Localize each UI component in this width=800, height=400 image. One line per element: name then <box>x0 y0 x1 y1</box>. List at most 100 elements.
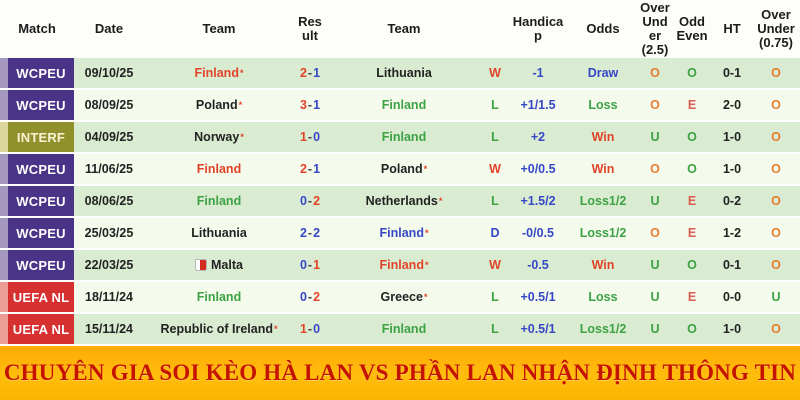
win-loss-indicator: L <box>491 194 499 208</box>
half-time-score: 1-2 <box>722 226 742 240</box>
competition-badge-label: WCPEU <box>0 250 74 280</box>
table-row: WCPEU 11/06/25 Finland 2-1 Poland * W +0/0.5 Win… <box>0 154 800 186</box>
handicap-value: +0.5/1 <box>520 322 556 336</box>
competition-badge: UEFA NL <box>0 314 74 344</box>
home-team-asterisk: * <box>240 131 244 142</box>
home-team-cell: Poland * <box>144 90 294 120</box>
odds-outcome: Win <box>591 130 615 144</box>
result-score: 2-1 <box>294 58 326 88</box>
team-name: Finland <box>381 98 427 112</box>
handicap-value: -1 <box>532 66 544 80</box>
home-team-cell: Malta <box>144 250 294 280</box>
score-dash: - <box>307 162 313 176</box>
home-team-asterisk: * <box>239 67 244 78</box>
odd-even: O <box>687 162 697 176</box>
handicap-value: +1.5/2 <box>520 194 556 208</box>
competition-badge: WCPEU <box>0 58 74 88</box>
team-name: Finland <box>196 162 242 176</box>
table-header-row: Match Date Team Result Team Handicap Odds Over … <box>0 0 800 58</box>
competition-badge: WCPEU <box>0 90 74 120</box>
team-name: Finland <box>379 226 424 240</box>
team-name: Finland <box>381 130 427 144</box>
away-team-cell: Greece * <box>326 282 482 312</box>
table-row: WCPEU 08/06/25 Finland 0-2 Netherlands * L +1.5… <box>0 186 800 218</box>
score-dash: - <box>307 130 313 144</box>
competition-badge-label: WCPEU <box>0 58 74 88</box>
match-date: 04/09/25 <box>84 130 134 144</box>
half-time-score: 0-0 <box>722 290 742 304</box>
odd-even: E <box>687 290 697 304</box>
odds-outcome: Win <box>591 258 615 272</box>
score-dash: - <box>307 66 313 80</box>
score-dash: - <box>307 98 313 112</box>
home-team-cell: Republic of Ireland * <box>144 314 294 344</box>
score-dash: - <box>307 258 313 272</box>
away-team-cell: Finland <box>326 90 482 120</box>
score-dash: - <box>307 290 313 304</box>
competition-badge: INTERF <box>0 122 74 152</box>
home-team-cell: Norway * <box>144 122 294 152</box>
team-name: Finland <box>194 66 239 80</box>
over-under-075: O <box>771 226 781 240</box>
team-name: Lithuania <box>376 66 432 80</box>
win-loss-indicator: W <box>489 66 501 80</box>
column-header-ht: HT <box>723 20 741 36</box>
result-score: 3-1 <box>294 90 326 120</box>
team-name: Republic of Ireland <box>160 322 273 336</box>
score-right: 2 <box>313 226 321 240</box>
team-name: Finland <box>196 194 242 208</box>
over-under-25: O <box>650 98 660 112</box>
handicap-value: +0/0.5 <box>520 162 556 176</box>
match-date: 25/03/25 <box>84 226 134 240</box>
score-right: 1 <box>313 258 321 272</box>
odds-outcome: Loss <box>588 98 618 112</box>
over-under-25: O <box>650 162 660 176</box>
match-date: 18/11/24 <box>85 290 133 304</box>
column-header-team2: Team <box>387 20 421 36</box>
table-row: WCPEU 22/03/25 Malta 0-1 Finland * W -0.5 Win U O 0… <box>0 250 800 282</box>
over-under-25: U <box>650 258 660 272</box>
odds-outcome: Win <box>591 162 615 176</box>
odds-outcome: Loss1/2 <box>579 226 627 240</box>
score-left: 3 <box>299 98 307 112</box>
match-date: 08/06/25 <box>84 194 134 208</box>
column-header-oe: Odd Even <box>676 13 708 43</box>
competition-badge: UEFA NL <box>0 282 74 312</box>
malta-flag-icon <box>195 259 208 271</box>
score-left: 2 <box>299 226 307 240</box>
column-header-handicap: Handicap <box>512 13 564 43</box>
promo-banner[interactable]: CHUYÊN GIA SOI KÈO HÀ LAN VS PHẦN LAN NH… <box>0 346 800 400</box>
score-left: 2 <box>299 162 307 176</box>
score-left: 0 <box>299 194 307 208</box>
win-loss-indicator: D <box>490 226 500 240</box>
over-under-25: O <box>650 226 660 240</box>
competition-badge-label: WCPEU <box>0 186 74 216</box>
result-score: 0-2 <box>294 186 326 216</box>
team-name: Malta <box>211 258 243 272</box>
table-row: INTERF 04/09/25 Norway * 1-0 Finland L +2 Win U O 1… <box>0 122 800 154</box>
win-loss-indicator: L <box>491 130 499 144</box>
table-row: WCPEU 25/03/25 Lithuania 2-2 Finland * D -0/0.5… <box>0 218 800 250</box>
win-loss-indicator: W <box>489 258 501 272</box>
team-name: Finland <box>381 322 427 336</box>
score-right: 2 <box>313 194 321 208</box>
match-date: 22/03/25 <box>84 258 134 272</box>
home-team-asterisk: * <box>423 291 428 302</box>
column-header-match: Match <box>18 20 56 36</box>
table-row: UEFA NL 18/11/24 Finland 0-2 Greece * L +0.5/1 L… <box>0 282 800 314</box>
match-stats-table: Match Date Team Result Team Handicap Odds Over … <box>0 0 800 346</box>
column-header-result: Result <box>298 13 322 43</box>
competition-badge-label: INTERF <box>0 122 74 152</box>
away-team-cell: Finland <box>326 314 482 344</box>
odd-even: E <box>687 226 697 240</box>
away-team-cell: Finland <box>326 122 482 152</box>
home-team-cell: Finland <box>144 154 294 184</box>
column-header-ou075: Over Under (0.75) <box>757 6 795 51</box>
handicap-value: +1/1.5 <box>520 98 556 112</box>
home-team-asterisk: * <box>424 259 429 270</box>
over-under-075: U <box>771 290 781 304</box>
team-name: Norway <box>194 130 240 144</box>
competition-badge-label: WCPEU <box>0 90 74 120</box>
home-team-cell: Finland <box>144 186 294 216</box>
